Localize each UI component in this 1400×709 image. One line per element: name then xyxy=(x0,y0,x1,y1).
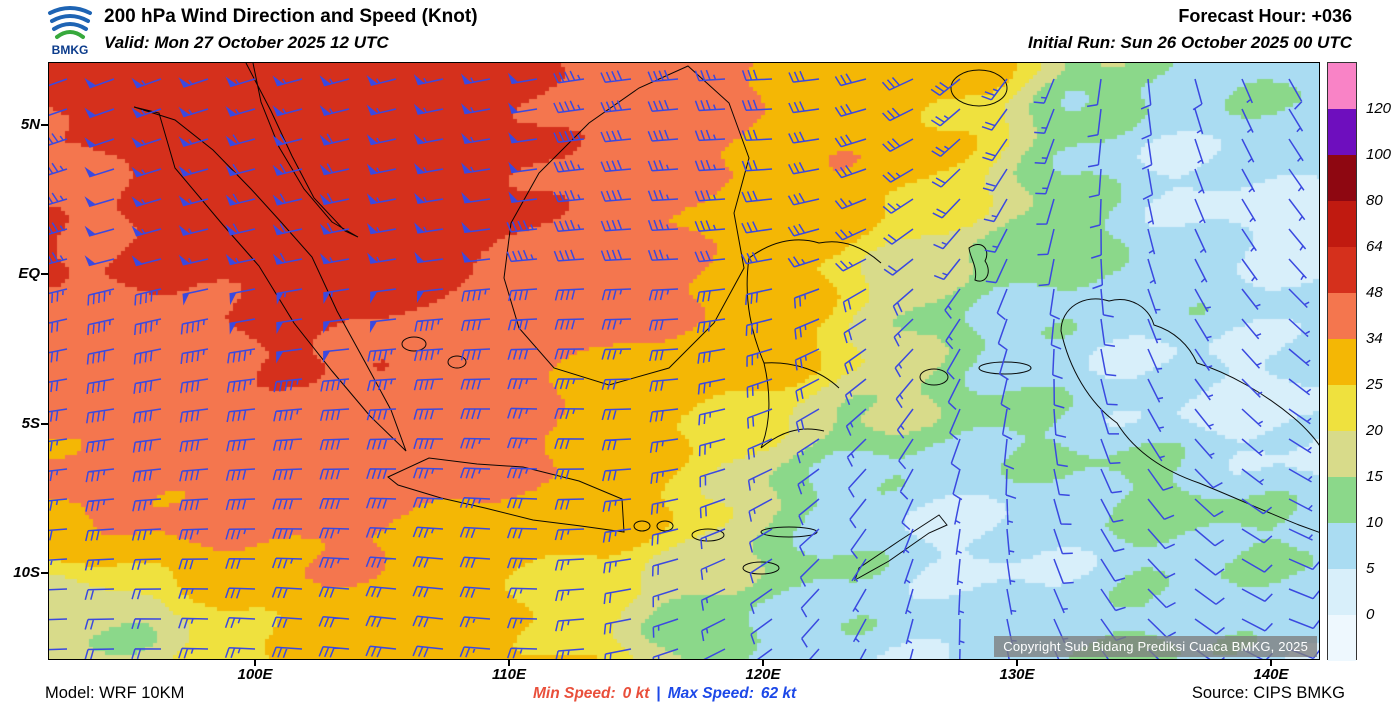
legend-color-box xyxy=(1328,63,1356,109)
lon-tick-mark xyxy=(1270,660,1272,666)
wind-barb-pennants xyxy=(49,72,519,364)
map-overlay xyxy=(49,63,1319,659)
lon-tick-mark xyxy=(762,660,764,666)
legend-value-label: 80 xyxy=(1366,192,1383,209)
lon-tick-label: 100E xyxy=(237,666,273,683)
legend-value-label: 120 xyxy=(1366,100,1392,117)
forecast-hour-text: Forecast Hour: +036 xyxy=(1178,6,1352,26)
lat-tick-mark xyxy=(41,273,48,276)
lon-tick-label: 110E xyxy=(492,666,526,683)
legend-color-box xyxy=(1328,247,1356,293)
speed-range-text: Min Speed: 0 kt | Max Speed: 62 kt xyxy=(533,685,796,703)
initial-run-text: Initial Run: Sun 26 October 2025 00 UTC xyxy=(1027,33,1352,52)
max-speed-label: Max Speed: xyxy=(667,685,754,702)
lon-tick-label: 140E xyxy=(1253,666,1289,683)
max-speed-value: 62 kt xyxy=(760,685,797,702)
legend-color-box xyxy=(1328,339,1356,385)
coastlines xyxy=(133,63,1319,582)
legend-value-label: 34 xyxy=(1366,330,1383,347)
lat-tick-label: 5S xyxy=(21,414,40,432)
lon-tick-mark xyxy=(508,660,510,666)
legend-color-box xyxy=(1328,155,1356,201)
bmkg-logo-text: BMKG xyxy=(52,43,89,57)
lat-tick-mark xyxy=(41,124,48,127)
lat-tick-label: 10S xyxy=(13,564,40,582)
legend-color-box xyxy=(1328,385,1356,431)
lon-tick-label: 120E xyxy=(745,666,781,683)
legend-color-box xyxy=(1328,109,1356,155)
legend-color-box xyxy=(1328,201,1356,247)
legend-value-label: 15 xyxy=(1366,468,1383,485)
legend-value-label: 100 xyxy=(1366,146,1392,163)
valid-time-text: Valid: Mon 27 October 2025 12 UTC xyxy=(104,33,389,52)
copyright-watermark: Copyright Sub Bidang Prediksi Cuaca BMKG… xyxy=(994,636,1317,657)
separator: | xyxy=(656,685,661,702)
min-speed-label: Min Speed: xyxy=(533,685,616,702)
legend-color-box xyxy=(1328,569,1356,615)
lat-tick-mark xyxy=(41,572,48,575)
lat-tick-label: 5N xyxy=(20,116,40,134)
legend-value-label: 10 xyxy=(1366,514,1383,531)
map-plot-area: Copyright Sub Bidang Prediksi Cuaca BMKG… xyxy=(48,62,1320,660)
legend-value-label: 20 xyxy=(1366,422,1383,439)
wind-barb-strokes xyxy=(49,69,1319,659)
legend-value-label: 48 xyxy=(1366,284,1383,301)
lat-tick-mark xyxy=(41,422,48,425)
bmkg-logo: BMKG xyxy=(48,6,92,57)
min-speed-value: 0 kt xyxy=(622,685,650,702)
legend-color-box xyxy=(1328,523,1356,569)
legend-value-label: 0 xyxy=(1366,606,1375,623)
legend-value-label: 64 xyxy=(1366,238,1383,255)
legend-value-label: 5 xyxy=(1366,560,1375,577)
wind-barbs xyxy=(49,69,1319,659)
lon-tick-mark xyxy=(1016,660,1018,666)
legend-color-box xyxy=(1328,431,1356,477)
legend-value-label: 25 xyxy=(1366,376,1383,393)
wind-speed-field xyxy=(49,63,1319,659)
legend: 120 100 80 64 48 34 25 20 15 10 5 0 xyxy=(1327,62,1391,661)
lon-tick-mark xyxy=(254,660,256,666)
legend-color-box xyxy=(1328,293,1356,339)
model-text: Model: WRF 10KM xyxy=(45,684,185,702)
page-title: 200 hPa Wind Direction and Speed (Knot) xyxy=(104,6,478,27)
lat-tick-label: EQ xyxy=(18,265,40,283)
legend-color-box xyxy=(1328,477,1356,523)
source-text: Source: CIPS BMKG xyxy=(1191,684,1345,702)
lon-tick-label: 130E xyxy=(999,666,1035,683)
legend-color-box xyxy=(1328,615,1356,661)
